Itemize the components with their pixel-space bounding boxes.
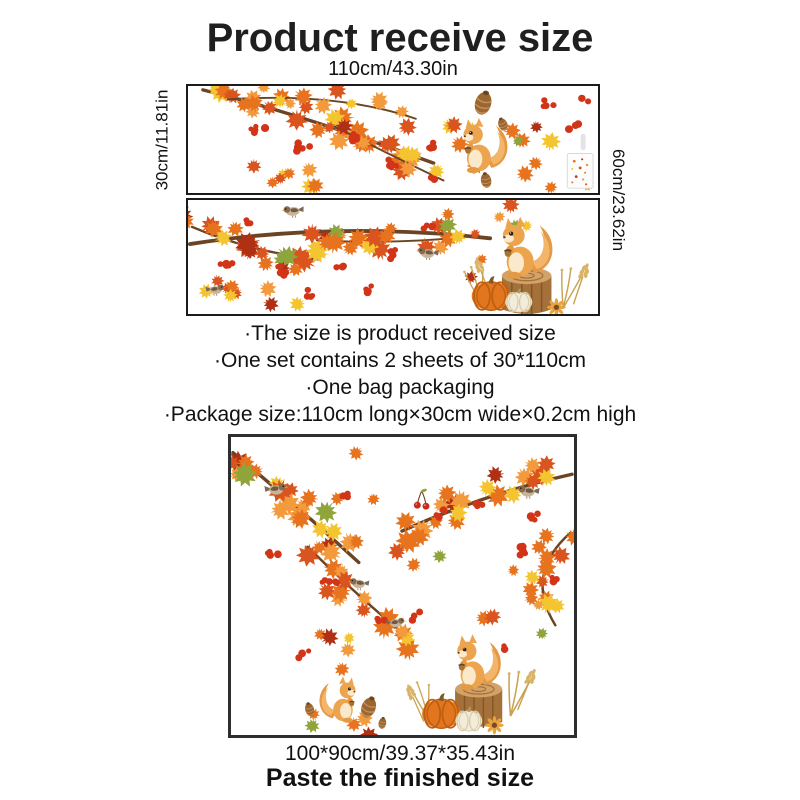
product-notes: ·The size is product received size ·One … bbox=[0, 320, 800, 428]
finished-caption: Paste the finished size bbox=[265, 764, 535, 792]
sheet-height-label-right: 60cm/23.62in bbox=[609, 148, 629, 252]
sheet-1-artwork bbox=[201, 86, 597, 193]
sheet-height-label-left: 30cm/11.81in bbox=[152, 89, 171, 191]
finished-artwork bbox=[231, 442, 574, 735]
page-title: Product receive size bbox=[206, 16, 594, 60]
sheet-2-artwork bbox=[188, 200, 594, 314]
note-line: ·One bag packaging bbox=[305, 376, 495, 399]
note-line: ·One set contains 2 sheets of 30*110cm bbox=[214, 349, 586, 372]
sticker-sheet-2 bbox=[186, 198, 600, 316]
note-line: ·Package size:110cm long×30cm wide×0.2cm… bbox=[163, 403, 637, 426]
note-line: ·The size is product received size bbox=[244, 322, 556, 345]
sticker-sheet-1 bbox=[186, 84, 600, 195]
sheet-width-label: 110cm/43.30in bbox=[328, 58, 458, 80]
finished-size-label: 100*90cm/39.37*35.43in bbox=[284, 742, 515, 765]
finished-layout-preview bbox=[228, 434, 577, 738]
sticker-sheets bbox=[186, 84, 600, 316]
